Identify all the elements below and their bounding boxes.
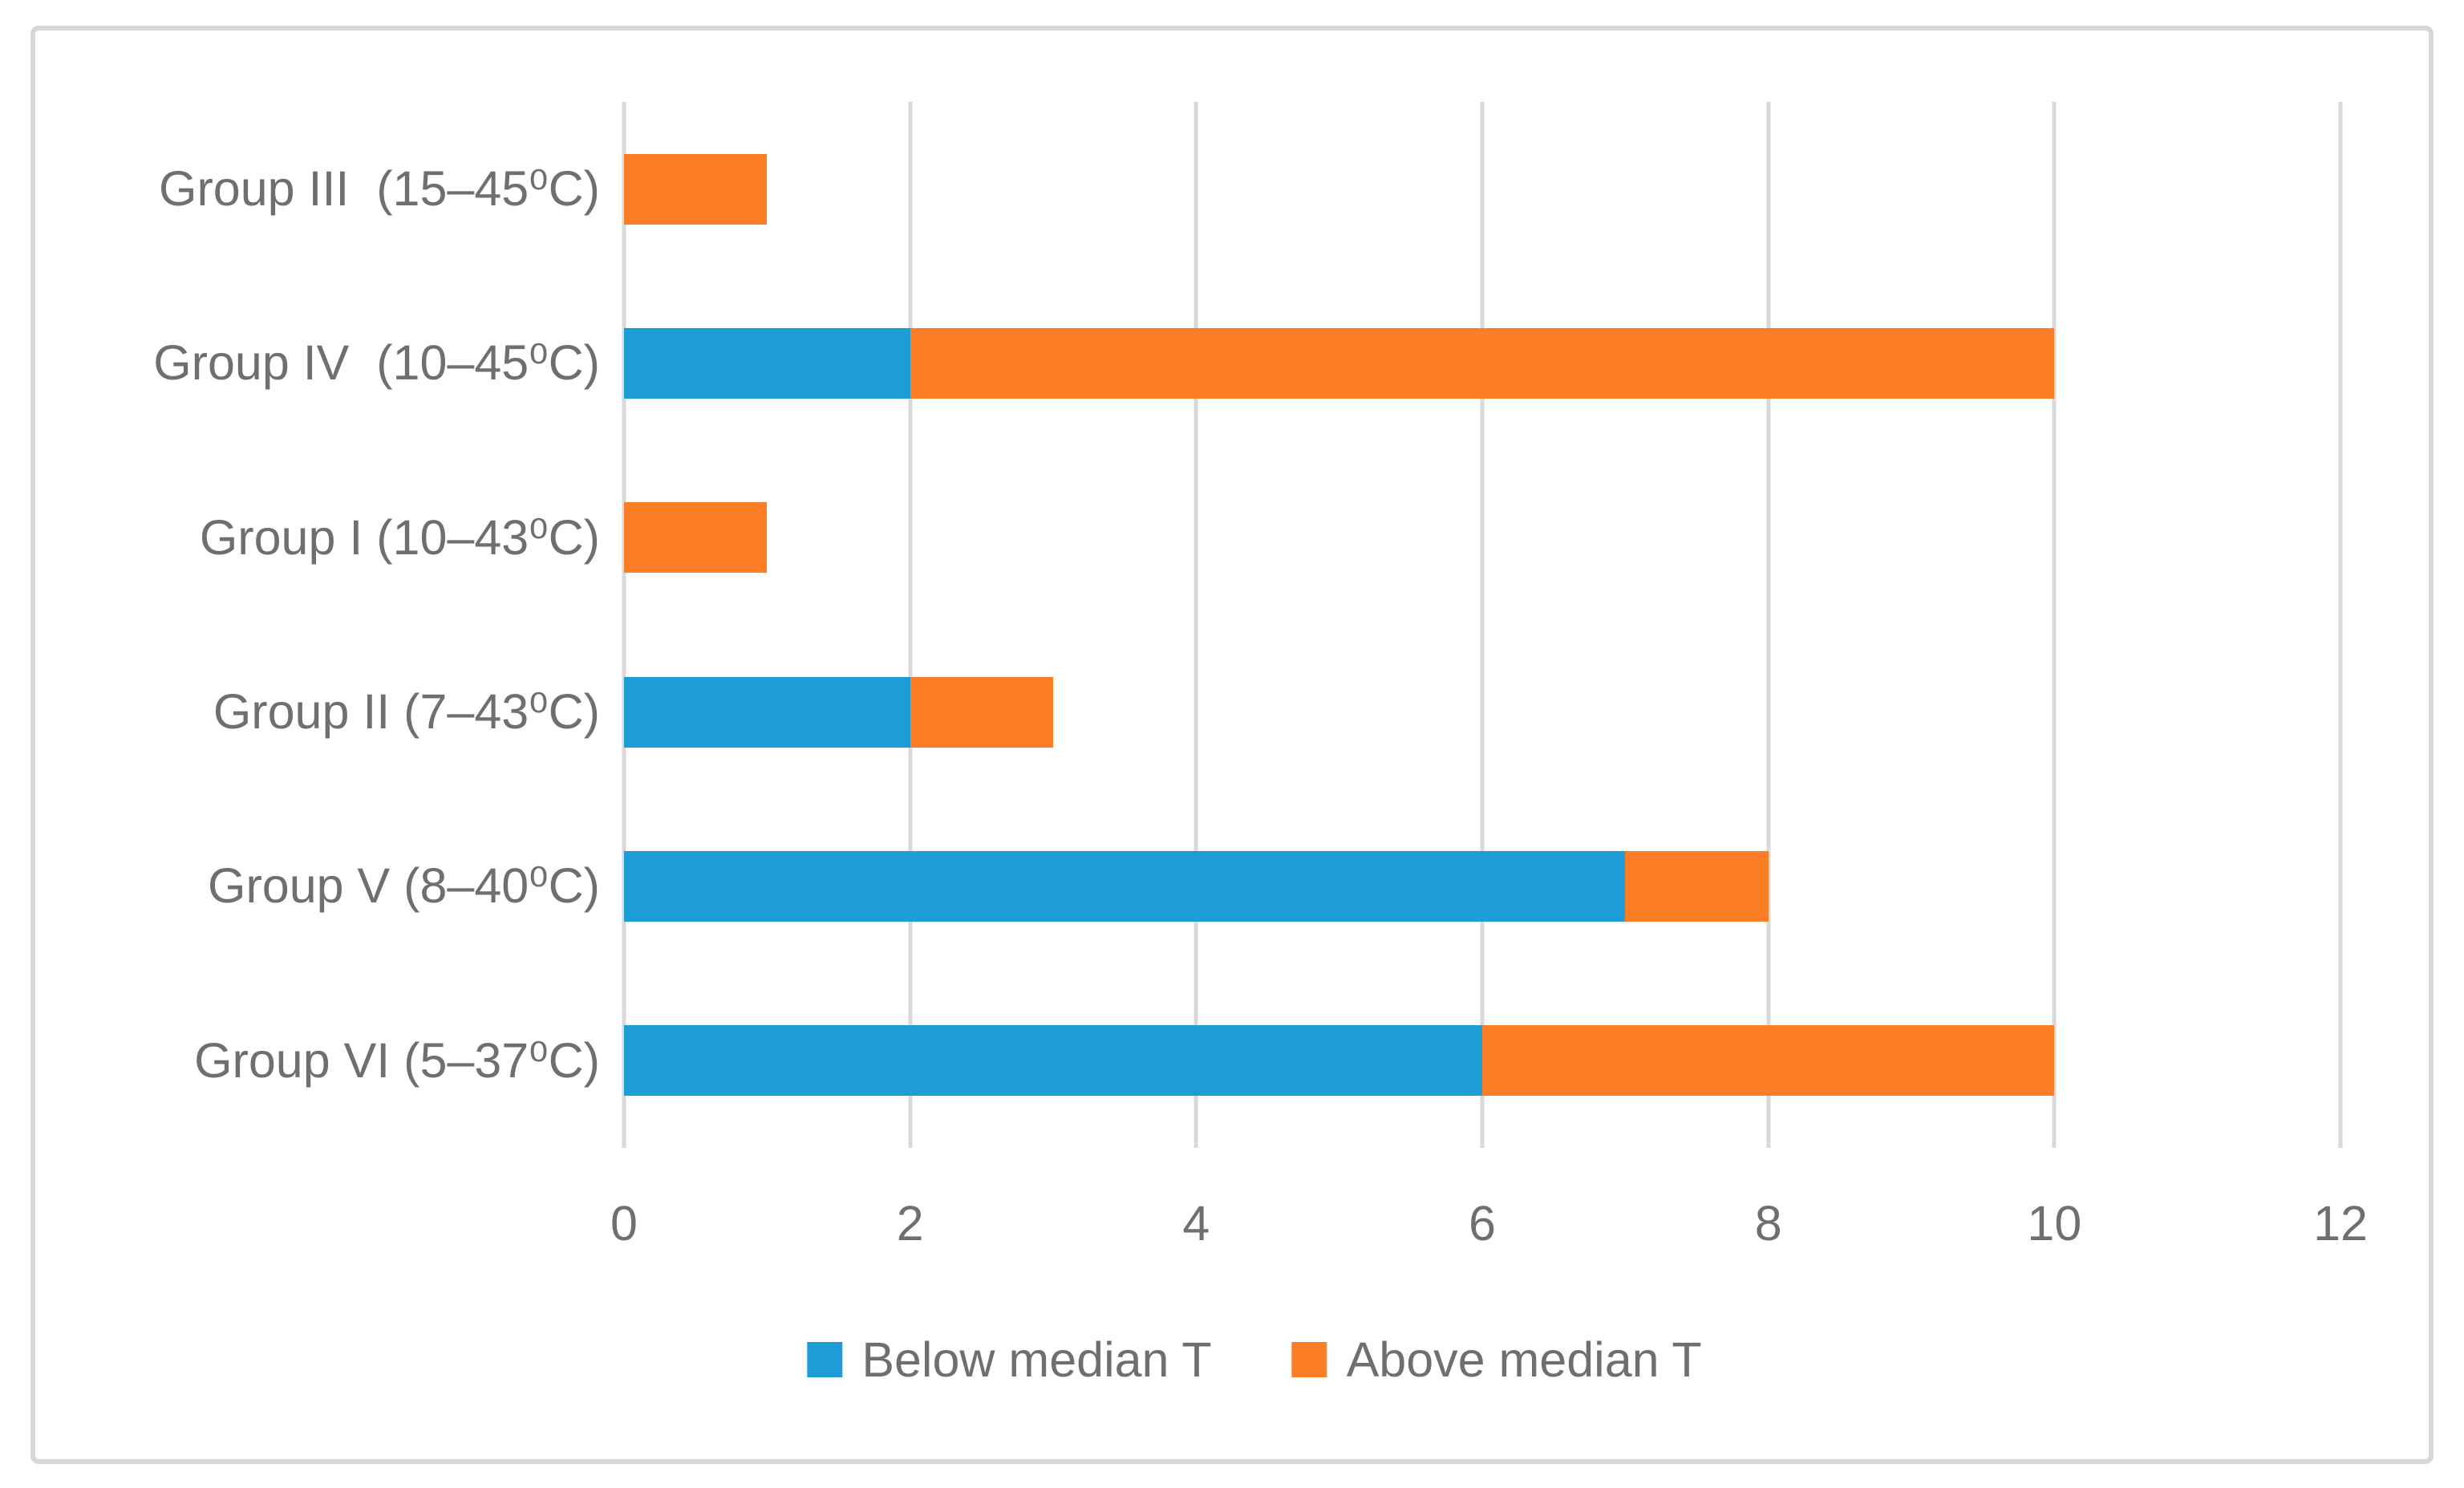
- legend-swatch-icon: [1291, 1342, 1327, 1377]
- legend-item: Below median T: [807, 1332, 1212, 1388]
- bar-stack: [624, 1025, 2340, 1097]
- x-tick-label: 2: [896, 1196, 924, 1251]
- bar-row: [624, 625, 2340, 799]
- x-tick-label: 4: [1182, 1196, 1210, 1251]
- bar-row: [624, 102, 2340, 276]
- gridlines: [622, 102, 2343, 1148]
- bar-stack: [624, 676, 2340, 748]
- bar-row: [624, 276, 2340, 450]
- legend-label: Below median T: [861, 1332, 1212, 1387]
- bar-segment-below-median-t: [624, 850, 1626, 922]
- x-tick-label: 0: [610, 1196, 638, 1251]
- bar-segment-above-median-t: [624, 502, 768, 574]
- legend: Below median T Above median T: [807, 1332, 1702, 1388]
- x-axis-tick-labels: 0 2 4 6 8 10 12: [610, 1195, 2368, 1259]
- bar-segment-above-median-t: [910, 676, 1053, 748]
- category-label: Group I (10–43⁰C): [199, 509, 600, 565]
- bar-segment-above-median-t: [1482, 1025, 2055, 1097]
- x-tick-label: 6: [1469, 1196, 1496, 1251]
- x-tick-label: 8: [1754, 1196, 1782, 1251]
- legend-swatch-icon: [807, 1342, 843, 1377]
- bar-stack: [624, 153, 2340, 225]
- bar-segment-above-median-t: [624, 153, 768, 225]
- bar-row: [624, 451, 2340, 625]
- bar-segment-above-median-t: [1625, 850, 1769, 922]
- gridline: [908, 102, 913, 1148]
- gridline: [1480, 102, 1485, 1148]
- value-axis-line: [622, 102, 626, 1148]
- gridline: [2052, 102, 2057, 1148]
- bar-stack: [624, 327, 2340, 399]
- bar-row: [624, 799, 2340, 973]
- bar-segment-below-median-t: [624, 1025, 1482, 1097]
- bar-segment-above-median-t: [910, 327, 2055, 399]
- category-label: Group II (7–43⁰C): [213, 684, 600, 740]
- chart-frame-border: [30, 26, 2434, 1464]
- bar-segment-below-median-t: [624, 327, 910, 399]
- category-label: Group IV (10–45⁰C): [153, 335, 600, 391]
- gridline: [1766, 102, 1771, 1148]
- bar-segment-below-median-t: [624, 676, 910, 748]
- bar-stack: [624, 850, 2340, 922]
- bar-stack: [624, 502, 2340, 574]
- x-tick-label: 10: [2027, 1196, 2082, 1251]
- category-label: Group III (15–45⁰C): [159, 161, 600, 217]
- category-axis-labels: Group III (15–45⁰C) Group IV (10–45⁰C) Gro…: [48, 102, 600, 1148]
- gridline: [2338, 102, 2343, 1148]
- legend-item: Above median T: [1291, 1332, 1702, 1388]
- x-tick-label: 12: [2313, 1196, 2368, 1251]
- legend-label: Above median T: [1346, 1332, 1702, 1387]
- gridline: [1194, 102, 1198, 1148]
- bar-row: [624, 974, 2340, 1148]
- plot-area: [622, 102, 2343, 1148]
- category-label: Group V (8–40⁰C): [208, 858, 600, 914]
- bars-layer: [624, 102, 2340, 1148]
- category-label: Group VI (5–37⁰C): [194, 1032, 600, 1088]
